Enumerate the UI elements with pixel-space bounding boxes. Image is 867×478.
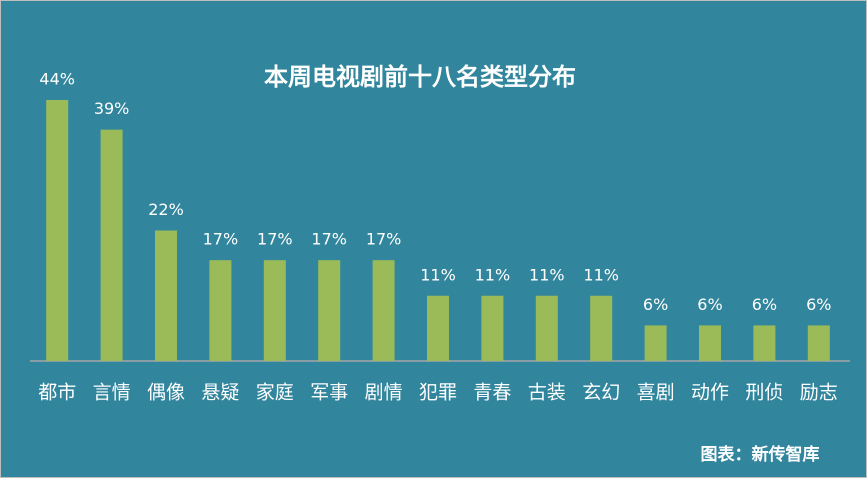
- bar: [753, 325, 776, 361]
- x-tick-label: 励志: [800, 382, 838, 404]
- x-tick-label: 剧情: [365, 382, 403, 404]
- x-tick-label: 都市: [38, 382, 76, 404]
- x-tick-label: 军事: [310, 382, 348, 404]
- x-tick-label: 喜剧: [637, 382, 675, 404]
- bar: [699, 325, 721, 361]
- value-label: 39%: [94, 99, 130, 118]
- bar: [590, 295, 613, 361]
- bar: [427, 295, 449, 361]
- bar: [318, 260, 341, 361]
- value-label: 11%: [420, 265, 456, 284]
- value-label: 11%: [583, 265, 619, 284]
- value-label: 17%: [257, 230, 293, 249]
- value-label: 6%: [806, 295, 831, 314]
- bar: [263, 260, 286, 361]
- x-tick-label: 偶像: [147, 382, 185, 404]
- bar: [644, 325, 667, 361]
- x-tick-label: 刑侦: [745, 382, 783, 404]
- value-label: 22%: [148, 200, 184, 219]
- x-tick-label: 言情: [93, 382, 131, 404]
- x-tick-label: 悬疑: [201, 382, 239, 404]
- bar: [46, 100, 69, 361]
- value-label: 44%: [39, 70, 75, 89]
- chart-title: 本周电视剧前十八名类型分布: [264, 63, 576, 91]
- x-tick-label: 玄幻: [582, 382, 620, 404]
- value-label: 11%: [475, 265, 511, 284]
- bar: [807, 325, 830, 361]
- value-label: 6%: [697, 295, 722, 314]
- value-label: 17%: [311, 230, 347, 249]
- bar: [100, 129, 123, 361]
- value-label: 17%: [203, 230, 239, 249]
- x-tick-label: 青春: [473, 382, 511, 404]
- value-label: 6%: [752, 295, 777, 314]
- x-tick-label: 犯罪: [419, 382, 457, 404]
- bar: [481, 295, 504, 361]
- bar: [535, 295, 558, 361]
- value-label: 11%: [529, 265, 565, 284]
- bar: [155, 230, 177, 361]
- value-label: 17%: [366, 230, 402, 249]
- x-tick-label: 古装: [528, 382, 566, 404]
- bar: [372, 260, 395, 361]
- bar: [209, 260, 232, 361]
- source-note: 图表：新传智库: [701, 444, 820, 465]
- x-tick-label: 家庭: [256, 382, 294, 404]
- value-label: 6%: [643, 295, 668, 314]
- x-tick-label: 动作: [691, 382, 729, 404]
